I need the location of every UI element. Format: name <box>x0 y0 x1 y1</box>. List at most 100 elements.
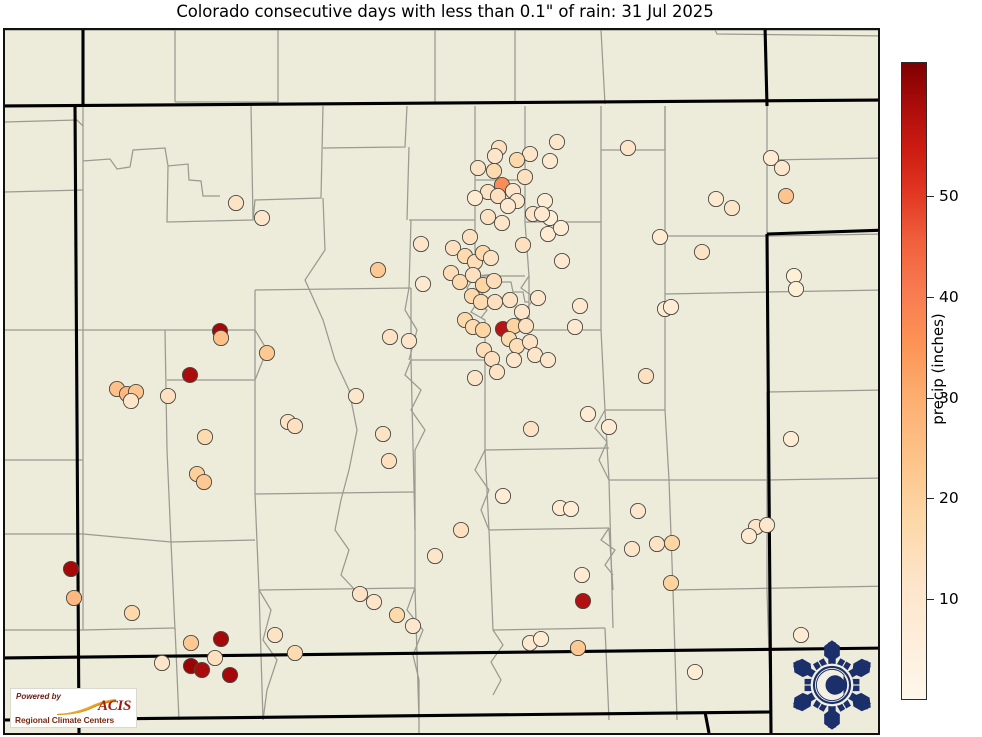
station-point[interactable] <box>573 566 591 584</box>
station-point[interactable] <box>196 428 214 446</box>
station-point[interactable] <box>566 318 584 336</box>
station-point[interactable] <box>539 225 557 243</box>
station-point[interactable] <box>651 228 669 246</box>
station-point[interactable] <box>494 487 512 505</box>
station-point[interactable] <box>574 592 592 610</box>
station-point[interactable] <box>404 617 422 635</box>
station-point[interactable] <box>451 273 469 291</box>
station-point[interactable] <box>787 280 805 298</box>
station-point[interactable] <box>758 516 776 534</box>
station-point[interactable] <box>541 152 559 170</box>
station-point[interactable] <box>181 366 199 384</box>
station-point[interactable] <box>212 630 230 648</box>
station-point[interactable] <box>517 317 535 335</box>
station-point[interactable] <box>522 420 540 438</box>
station-point[interactable] <box>286 644 304 662</box>
station-point[interactable] <box>521 145 539 163</box>
station-point[interactable] <box>539 351 557 369</box>
station-point[interactable] <box>464 266 482 284</box>
station-point[interactable] <box>501 291 519 309</box>
station-point[interactable] <box>482 249 500 267</box>
station-point[interactable] <box>469 159 487 177</box>
station-point[interactable] <box>253 209 271 227</box>
station-point[interactable] <box>637 367 655 385</box>
station-point[interactable] <box>548 133 566 151</box>
station-point[interactable] <box>488 363 506 381</box>
station-point[interactable] <box>426 547 444 565</box>
station-point[interactable] <box>782 430 800 448</box>
station-point[interactable] <box>381 328 399 346</box>
station-point[interactable] <box>414 275 432 293</box>
station-point[interactable] <box>474 321 492 339</box>
station-point[interactable] <box>193 661 211 679</box>
colorbar[interactable]: 10 20 30 40 50 <box>901 62 959 700</box>
station-point[interactable] <box>388 606 406 624</box>
station-point[interactable] <box>529 289 547 307</box>
station-point[interactable] <box>773 159 791 177</box>
station-point[interactable] <box>412 235 430 253</box>
station-point[interactable] <box>516 168 534 186</box>
station-point[interactable] <box>466 369 484 387</box>
station-point[interactable] <box>266 626 284 644</box>
station-point[interactable] <box>600 418 618 436</box>
station-point[interactable] <box>629 502 647 520</box>
station-point[interactable] <box>662 574 680 592</box>
station-point[interactable] <box>579 405 597 423</box>
station-point[interactable] <box>514 236 532 254</box>
station-point[interactable] <box>466 189 484 207</box>
station-point[interactable] <box>489 187 507 205</box>
station-point[interactable] <box>777 187 795 205</box>
station-point[interactable] <box>740 527 758 545</box>
station-point[interactable] <box>485 162 503 180</box>
station-point[interactable] <box>195 473 213 491</box>
station-point[interactable] <box>380 452 398 470</box>
station-point[interactable] <box>206 649 224 667</box>
station-point[interactable] <box>552 219 570 237</box>
station-point[interactable] <box>153 654 171 672</box>
station-point[interactable] <box>122 392 140 410</box>
station-point[interactable] <box>505 351 523 369</box>
station-point[interactable] <box>227 194 245 212</box>
station-point[interactable] <box>493 214 511 232</box>
station-point[interactable] <box>486 293 504 311</box>
station-point[interactable] <box>65 589 83 607</box>
station-point[interactable] <box>562 500 580 518</box>
station-point[interactable] <box>707 190 725 208</box>
station-point[interactable] <box>508 151 526 169</box>
station-point[interactable] <box>648 535 666 553</box>
station-point[interactable] <box>479 208 497 226</box>
station-point[interactable] <box>182 634 200 652</box>
station-point[interactable] <box>221 666 239 684</box>
station-point[interactable] <box>258 344 276 362</box>
station-point[interactable] <box>485 272 503 290</box>
acis-logo[interactable]: Powered by ACIS Regional Climate Centers <box>10 688 137 728</box>
station-point[interactable] <box>619 139 637 157</box>
station-point[interactable] <box>569 639 587 657</box>
station-point[interactable] <box>452 521 470 539</box>
station-point[interactable] <box>623 540 641 558</box>
station-point[interactable] <box>123 604 141 622</box>
station-point[interactable] <box>444 239 462 257</box>
station-point[interactable] <box>400 332 418 350</box>
map-plot-area[interactable] <box>3 28 880 735</box>
station-point[interactable] <box>351 585 369 603</box>
station-point[interactable] <box>62 560 80 578</box>
station-point[interactable] <box>662 298 680 316</box>
station-point[interactable] <box>686 663 704 681</box>
station-point[interactable] <box>369 261 387 279</box>
station-point[interactable] <box>365 593 383 611</box>
station-point[interactable] <box>723 199 741 217</box>
station-point[interactable] <box>663 534 681 552</box>
station-point[interactable] <box>461 228 479 246</box>
station-point[interactable] <box>792 626 810 644</box>
station-point[interactable] <box>553 252 571 270</box>
station-point[interactable] <box>472 293 490 311</box>
station-point[interactable] <box>533 205 551 223</box>
station-point[interactable] <box>159 387 177 405</box>
station-point[interactable] <box>286 417 304 435</box>
station-point[interactable] <box>513 303 531 321</box>
station-point[interactable] <box>532 630 550 648</box>
station-point[interactable] <box>347 387 365 405</box>
station-point[interactable] <box>762 149 780 167</box>
station-point[interactable] <box>486 147 504 165</box>
